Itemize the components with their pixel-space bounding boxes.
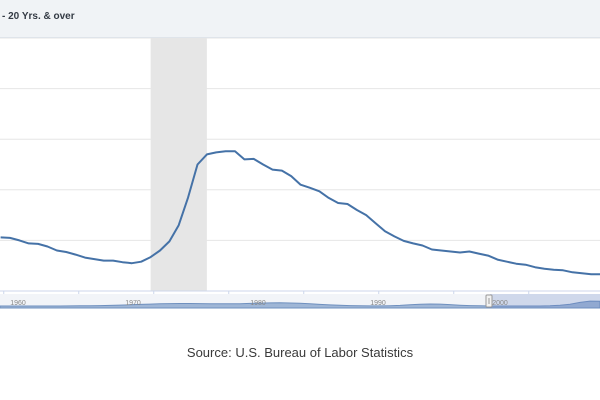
navigator-tick-label: 1980	[250, 300, 266, 307]
source-note: Source: U.S. Bureau of Labor Statistics	[186, 345, 414, 360]
legend-bar: - 20 Yrs. & over	[0, 0, 600, 38]
navigator-tick-label: 1960	[10, 300, 26, 307]
series-legend-label: - 20 Yrs. & over	[2, 11, 75, 22]
series-line	[0, 150, 600, 276]
navigator[interactable]: 1960 1970 1980 1990 2000	[0, 294, 600, 309]
navigator-tick-label: 2000	[492, 300, 508, 307]
plot-area	[0, 38, 600, 291]
navigator-tick-label: 1970	[125, 300, 141, 307]
line-chart: 2004200620082010201220142016201820 19601…	[0, 38, 600, 309]
navigator-area	[0, 300, 600, 309]
navigator-tick-label: 1990	[370, 300, 386, 307]
navigator-selection	[490, 294, 600, 308]
